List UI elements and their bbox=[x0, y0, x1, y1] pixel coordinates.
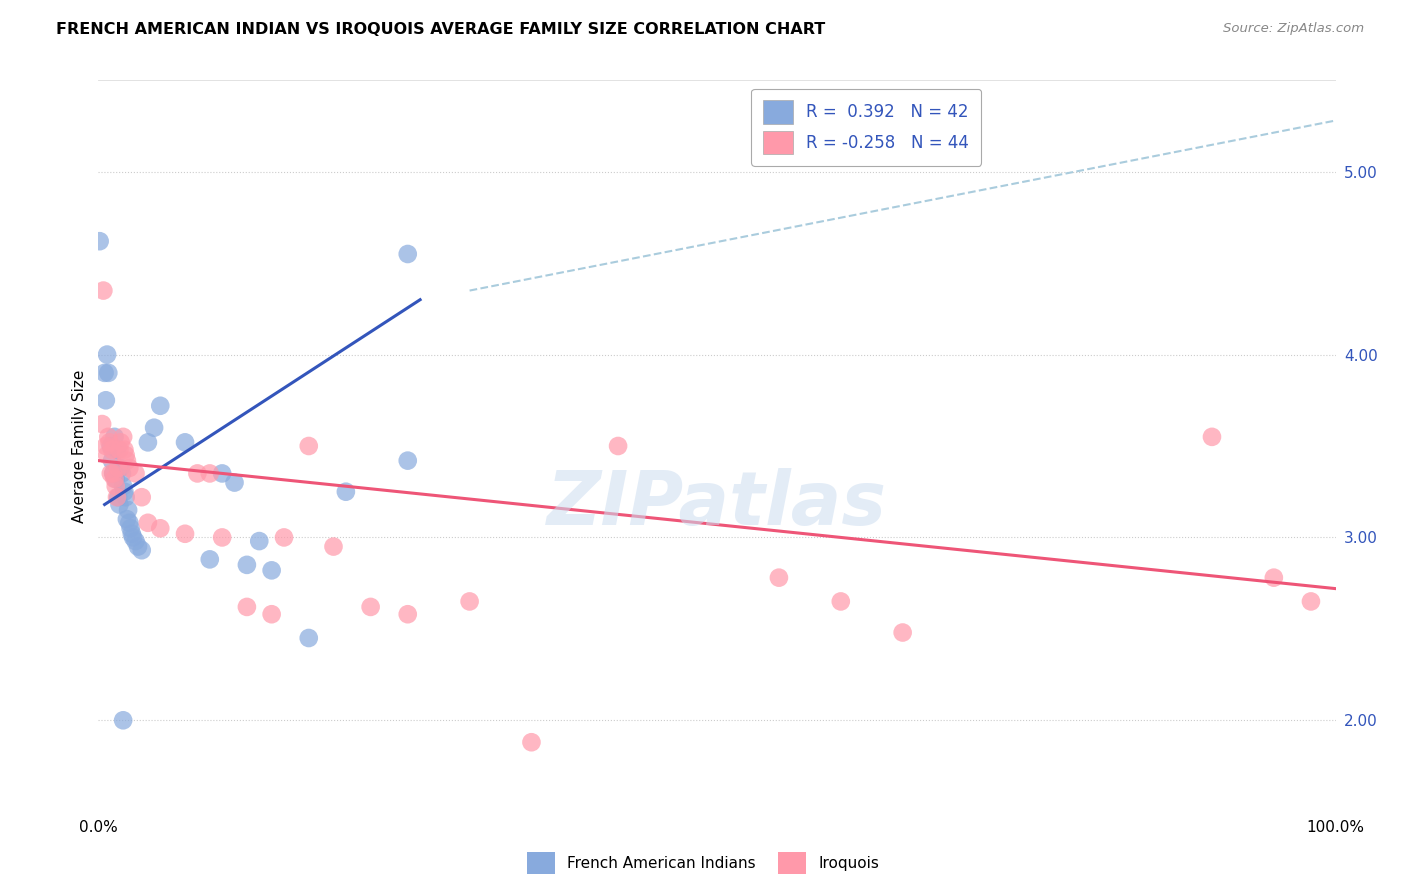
Point bbox=[120, 521, 142, 535]
Point bbox=[93, 284, 115, 298]
Point bbox=[108, 498, 131, 512]
Legend: French American Indians, Iroquois: French American Indians, Iroquois bbox=[522, 846, 884, 880]
Point bbox=[298, 631, 321, 645]
Text: Source: ZipAtlas.com: Source: ZipAtlas.com bbox=[1223, 22, 1364, 36]
Point bbox=[94, 439, 117, 453]
Point bbox=[174, 435, 197, 450]
Point bbox=[114, 448, 136, 462]
Point bbox=[115, 453, 138, 467]
Point bbox=[298, 439, 321, 453]
Point bbox=[118, 516, 141, 530]
Point bbox=[891, 625, 914, 640]
Text: FRENCH AMERICAN INDIAN VS IROQUOIS AVERAGE FAMILY SIZE CORRELATION CHART: FRENCH AMERICAN INDIAN VS IROQUOIS AVERA… bbox=[56, 22, 825, 37]
Point bbox=[112, 484, 135, 499]
Point bbox=[1299, 594, 1322, 608]
Point bbox=[114, 490, 136, 504]
Point bbox=[124, 534, 146, 549]
Point bbox=[89, 234, 111, 248]
Point bbox=[103, 472, 125, 486]
Point bbox=[260, 563, 283, 577]
Point bbox=[273, 530, 295, 544]
Point bbox=[335, 484, 357, 499]
Point bbox=[124, 467, 146, 481]
Point bbox=[247, 534, 270, 549]
Point bbox=[103, 467, 125, 481]
Point bbox=[112, 442, 135, 457]
Point bbox=[107, 461, 129, 475]
Point bbox=[768, 571, 790, 585]
Point bbox=[101, 453, 124, 467]
Point bbox=[103, 430, 125, 444]
Point bbox=[96, 448, 118, 462]
Point bbox=[458, 594, 481, 608]
Point bbox=[111, 467, 134, 481]
Point bbox=[236, 558, 259, 572]
Point bbox=[101, 442, 124, 457]
Point bbox=[112, 430, 135, 444]
Point bbox=[122, 530, 145, 544]
Point bbox=[107, 490, 129, 504]
Point bbox=[115, 512, 138, 526]
Point bbox=[97, 366, 120, 380]
Point bbox=[118, 461, 141, 475]
Point bbox=[198, 552, 221, 566]
Point bbox=[360, 599, 382, 614]
Point bbox=[100, 439, 122, 453]
Point bbox=[236, 599, 259, 614]
Point bbox=[136, 435, 159, 450]
Point bbox=[149, 521, 172, 535]
Point bbox=[100, 467, 122, 481]
Legend: R =  0.392   N = 42, R = -0.258   N = 44: R = 0.392 N = 42, R = -0.258 N = 44 bbox=[751, 88, 981, 166]
Point bbox=[104, 479, 127, 493]
Point bbox=[110, 435, 132, 450]
Point bbox=[224, 475, 246, 490]
Point bbox=[121, 526, 143, 541]
Point bbox=[93, 366, 115, 380]
Point bbox=[396, 247, 419, 261]
Point bbox=[97, 430, 120, 444]
Point bbox=[131, 543, 153, 558]
Point bbox=[143, 421, 166, 435]
Point bbox=[1263, 571, 1285, 585]
Point bbox=[98, 435, 121, 450]
Point bbox=[96, 348, 118, 362]
Point bbox=[103, 467, 125, 481]
Point bbox=[112, 714, 135, 728]
Point bbox=[127, 540, 149, 554]
Text: ZIPatlas: ZIPatlas bbox=[547, 468, 887, 541]
Point bbox=[110, 461, 132, 475]
Point bbox=[104, 472, 127, 486]
Point bbox=[322, 540, 344, 554]
Point bbox=[520, 735, 543, 749]
Point bbox=[260, 607, 283, 622]
Point bbox=[396, 607, 419, 622]
Point bbox=[149, 399, 172, 413]
Point bbox=[211, 530, 233, 544]
Point bbox=[396, 453, 419, 467]
Point bbox=[131, 490, 153, 504]
Point bbox=[112, 479, 135, 493]
Point bbox=[186, 467, 208, 481]
Point bbox=[108, 442, 131, 457]
Point bbox=[136, 516, 159, 530]
Y-axis label: Average Family Size: Average Family Size bbox=[72, 369, 87, 523]
Point bbox=[1201, 430, 1223, 444]
Point bbox=[105, 442, 128, 457]
Point bbox=[174, 526, 197, 541]
Point bbox=[607, 439, 630, 453]
Point bbox=[105, 490, 128, 504]
Point bbox=[91, 417, 114, 431]
Point bbox=[117, 503, 139, 517]
Point bbox=[830, 594, 852, 608]
Point bbox=[211, 467, 233, 481]
Point bbox=[94, 393, 117, 408]
Point bbox=[198, 467, 221, 481]
